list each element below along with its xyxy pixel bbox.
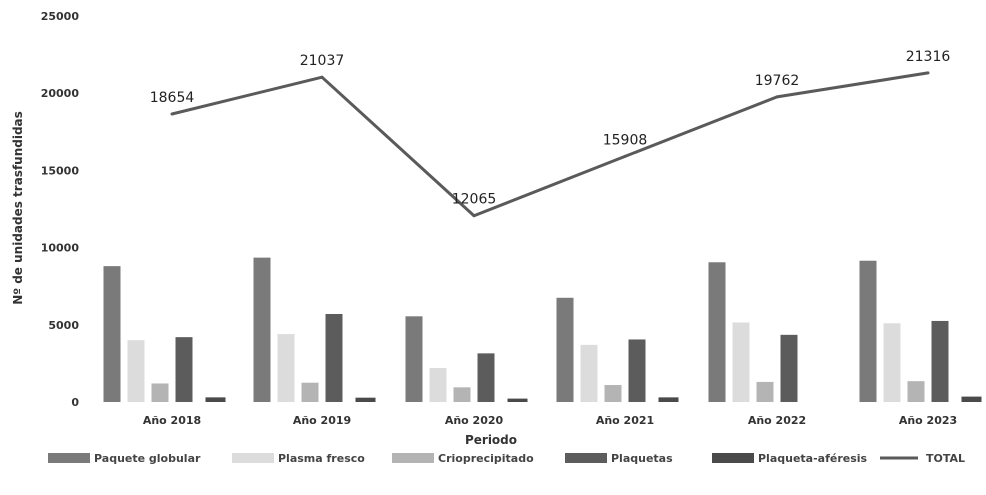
total-point: [170, 112, 174, 116]
bar: [708, 262, 726, 402]
x-axis-ticks: Año 2018 Año 2019 Año 2020 Año 2021 Año 2022…: [143, 414, 957, 427]
bar: [580, 344, 598, 402]
x-tick-label: Año 2019: [293, 414, 351, 427]
bar: [628, 339, 646, 402]
data-labels: 18654 21037 12065 15908 19762 21316: [150, 49, 951, 208]
total-data-label: 21316: [906, 49, 951, 65]
total-data-label: 21037: [300, 53, 345, 69]
x-tick-label: Año 2022: [748, 414, 806, 427]
y-axis-ticks: 0 5000 10000 15000 20000 25000: [41, 10, 80, 409]
total-data-label: 18654: [150, 90, 195, 106]
legend-swatch: [565, 453, 607, 463]
legend-label: Paquete globular: [94, 452, 201, 465]
legend-label: TOTAL: [926, 452, 965, 465]
bar: [277, 334, 295, 402]
legend-label: Plaquetas: [611, 452, 673, 465]
bar: [325, 313, 343, 402]
bar: [175, 337, 193, 402]
bar: [604, 385, 622, 402]
bar: [907, 381, 925, 402]
total-point: [472, 214, 476, 218]
legend-label: Plaqueta-aféresis: [758, 452, 868, 465]
total-line: [171, 71, 929, 218]
bar: [103, 266, 121, 402]
y-tick-label: 15000: [41, 164, 80, 177]
legend-swatch: [392, 453, 434, 463]
bar: [301, 382, 319, 402]
total-data-label: 19762: [755, 73, 800, 89]
legend-label: Crioprecipitado: [438, 452, 534, 465]
x-tick-label: Año 2018: [143, 414, 201, 427]
x-tick-label: Año 2021: [596, 414, 654, 427]
bar: [429, 368, 447, 402]
legend-swatch: [712, 453, 754, 463]
total-point: [775, 95, 779, 99]
total-data-label: 15908: [603, 132, 648, 148]
bar: [883, 323, 901, 402]
x-tick-label: Año 2020: [445, 414, 504, 427]
total-line-series: [170, 71, 930, 218]
legend: Paquete globular Plasma fresco Crioprecipi…: [48, 452, 965, 465]
total-point: [320, 75, 324, 79]
x-tick-label: Año 2023: [899, 414, 957, 427]
bar: [507, 398, 528, 402]
y-tick-label: 20000: [41, 87, 80, 100]
y-tick-label: 10000: [41, 242, 80, 255]
legend-swatch: [232, 453, 274, 463]
bar: [859, 260, 877, 402]
bar: [931, 320, 949, 402]
legend-swatch: [48, 453, 90, 463]
y-tick-label: 25000: [41, 10, 80, 23]
x-axis-title: Periodo: [465, 433, 517, 447]
bar: [732, 322, 750, 402]
bar: [205, 397, 226, 402]
bar: [658, 397, 679, 402]
bar: [961, 396, 982, 402]
bar: [151, 383, 169, 402]
total-point: [623, 154, 627, 158]
bar: [355, 397, 376, 402]
bar: [453, 387, 471, 402]
bar: [756, 381, 774, 402]
bar: [405, 316, 423, 402]
bar: [477, 353, 495, 402]
bars: [103, 257, 982, 402]
bar: [556, 297, 574, 402]
legend-label: Plasma fresco: [278, 452, 365, 465]
total-data-label: 12065: [452, 192, 497, 208]
bar: [127, 340, 145, 402]
y-tick-label: 5000: [48, 319, 79, 332]
total-point: [926, 71, 930, 75]
y-tick-label: 0: [71, 396, 79, 409]
bar: [253, 257, 271, 402]
y-axis-title: Nº de unidades trasfundidas: [11, 111, 25, 305]
bar: [780, 334, 798, 402]
